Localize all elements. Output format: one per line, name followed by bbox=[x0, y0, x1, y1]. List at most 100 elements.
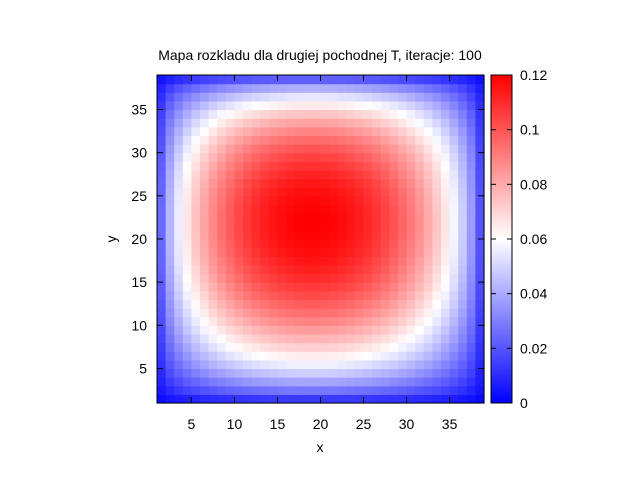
heatmap-cell bbox=[354, 264, 365, 275]
heatmap-cell bbox=[294, 308, 304, 318]
heatmap-cell bbox=[165, 204, 175, 214]
heatmap-cell bbox=[311, 264, 322, 275]
heatmap-cell bbox=[243, 195, 253, 206]
heatmap-cell bbox=[251, 92, 261, 102]
heatmap-cell bbox=[260, 83, 270, 93]
heatmap-cell bbox=[268, 342, 279, 352]
heatmap-cell bbox=[337, 264, 347, 275]
heatmap-cell bbox=[440, 135, 451, 145]
heatmap-cell bbox=[182, 221, 193, 231]
heatmap-cell bbox=[243, 247, 253, 257]
heatmap-cell bbox=[303, 299, 313, 309]
heatmap-cell bbox=[449, 316, 459, 326]
heatmap-cell bbox=[208, 342, 218, 352]
heatmap-cell bbox=[449, 333, 459, 344]
heatmap-cell bbox=[286, 75, 296, 85]
heatmap-cell bbox=[217, 333, 227, 344]
heatmap-cell bbox=[337, 221, 347, 231]
heatmap-cell bbox=[243, 187, 253, 197]
heatmap-cell bbox=[475, 178, 485, 188]
heatmap-cell bbox=[277, 195, 287, 206]
heatmap-cell bbox=[432, 290, 442, 301]
heatmap-cell bbox=[208, 256, 218, 266]
heatmap-cell bbox=[174, 152, 184, 162]
heatmap-cell bbox=[225, 204, 236, 214]
heatmap-cell bbox=[372, 385, 382, 395]
heatmap-cell bbox=[157, 308, 167, 318]
heatmap-cell bbox=[466, 273, 476, 283]
heatmap-cell bbox=[174, 351, 184, 361]
heatmap-cell bbox=[200, 92, 210, 102]
heatmap-cell bbox=[458, 394, 468, 404]
heatmap-cell bbox=[303, 325, 313, 335]
heatmap-cell bbox=[174, 135, 184, 145]
heatmap-cell bbox=[320, 100, 330, 111]
heatmap-cell bbox=[191, 325, 201, 335]
heatmap-cell bbox=[303, 385, 313, 395]
heatmap-cell bbox=[182, 299, 193, 309]
heatmap-cell bbox=[157, 256, 167, 266]
heatmap-cell bbox=[243, 256, 253, 266]
heatmap-cell bbox=[329, 359, 339, 370]
heatmap-cell bbox=[251, 230, 261, 240]
heatmap-cell bbox=[217, 118, 227, 128]
heatmap-cell bbox=[432, 75, 442, 85]
heatmap-cell bbox=[182, 325, 193, 335]
heatmap-cell bbox=[320, 118, 330, 128]
heatmap-cell bbox=[440, 273, 451, 283]
heatmap-cell bbox=[303, 359, 313, 370]
heatmap-cell bbox=[208, 169, 218, 180]
heatmap-cell bbox=[363, 152, 373, 162]
heatmap-cell bbox=[157, 152, 167, 162]
heatmap-cell bbox=[217, 213, 227, 223]
heatmap-cell bbox=[303, 333, 313, 344]
heatmap-cell bbox=[329, 290, 339, 301]
heatmap-cell bbox=[354, 359, 365, 370]
heatmap-cell bbox=[406, 221, 416, 231]
heatmap-cell bbox=[320, 187, 330, 197]
heatmap-cell bbox=[311, 178, 322, 188]
heatmap-cell bbox=[243, 109, 253, 119]
heatmap-cell bbox=[260, 377, 270, 387]
heatmap-cell bbox=[458, 377, 468, 387]
heatmap-cell bbox=[320, 204, 330, 214]
heatmap-cell bbox=[234, 135, 244, 145]
heatmap-cell bbox=[191, 359, 201, 370]
heatmap-cell bbox=[165, 213, 175, 223]
heatmap-cell bbox=[311, 213, 322, 223]
heatmap-cell bbox=[440, 195, 451, 206]
heatmap-cell bbox=[397, 325, 408, 335]
heatmap-cell bbox=[320, 109, 330, 119]
heatmap-cell bbox=[191, 144, 201, 154]
heatmap-cell bbox=[329, 100, 339, 111]
heatmap-cell bbox=[157, 195, 167, 206]
heatmap-cell bbox=[165, 126, 175, 137]
heatmap-cell bbox=[251, 135, 261, 145]
heatmap-cell bbox=[432, 161, 442, 171]
heatmap-cell bbox=[389, 247, 399, 257]
heatmap-cell bbox=[234, 342, 244, 352]
heatmap-cell bbox=[268, 221, 279, 231]
heatmap-cell bbox=[475, 290, 485, 301]
heatmap-cell bbox=[294, 385, 304, 395]
heatmap-cell bbox=[380, 75, 390, 85]
heatmap-cell bbox=[182, 247, 193, 257]
heatmap-cell bbox=[354, 195, 365, 206]
heatmap-cell bbox=[363, 221, 373, 231]
heatmap-cell bbox=[372, 83, 382, 93]
x-tick-label: 20 bbox=[313, 416, 329, 432]
heatmap-cell bbox=[165, 92, 175, 102]
heatmap-cell bbox=[346, 75, 356, 85]
heatmap-cell bbox=[234, 239, 244, 249]
heatmap-cell bbox=[243, 342, 253, 352]
heatmap-cell bbox=[346, 100, 356, 111]
heatmap-cell bbox=[165, 239, 175, 249]
heatmap-cell bbox=[174, 299, 184, 309]
heatmap-cell bbox=[475, 126, 485, 137]
heatmap-cell bbox=[329, 273, 339, 283]
heatmap-cell bbox=[260, 178, 270, 188]
heatmap-cell bbox=[182, 385, 193, 395]
heatmap-cell bbox=[432, 126, 442, 137]
heatmap-cell bbox=[251, 204, 261, 214]
heatmap-cell bbox=[337, 126, 347, 137]
